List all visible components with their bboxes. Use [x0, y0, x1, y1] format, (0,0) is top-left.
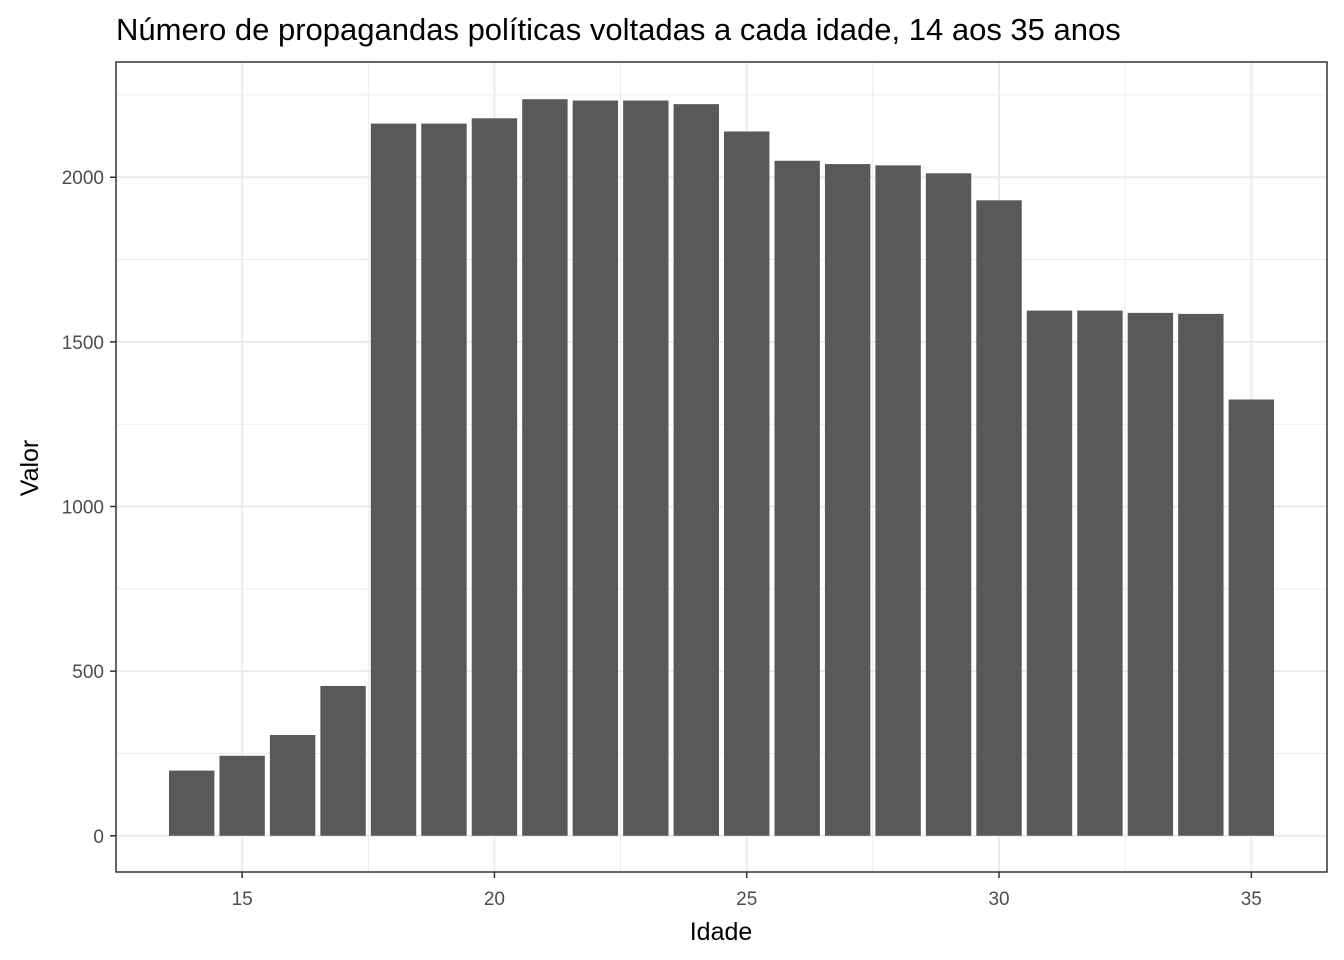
bar-age-23	[623, 100, 669, 836]
bar-age-17	[320, 685, 366, 836]
panel-border	[115, 61, 1328, 873]
bar-age-25	[724, 131, 770, 836]
chart-title: Número de propagandas políticas voltadas…	[116, 12, 1121, 47]
y-tick-label: 2000	[62, 168, 104, 189]
y-tick-label: 1000	[62, 498, 104, 519]
bar-age-22	[572, 100, 619, 836]
y-tick-label: 1500	[62, 333, 104, 354]
y-tick-label: 500	[72, 662, 104, 683]
bar-age-33	[1127, 312, 1174, 836]
x-tick-label: 20	[484, 889, 505, 910]
y-tick-label: 0	[93, 827, 104, 848]
bar-age-19	[421, 123, 467, 836]
x-tick-label: 30	[988, 889, 1009, 910]
bar-age-32	[1077, 310, 1123, 836]
x-tick-label: 15	[232, 889, 253, 910]
x-tick-label: 35	[1241, 889, 1262, 910]
bar-age-30	[976, 200, 1022, 836]
bar-age-24	[673, 104, 719, 836]
bar-age-16	[269, 735, 316, 836]
bar-age-15	[219, 755, 265, 836]
bar-age-21	[522, 99, 568, 836]
bar-age-31	[1026, 310, 1073, 836]
bar-age-34	[1178, 313, 1224, 836]
x-axis-title: Idade	[690, 918, 753, 946]
bar-age-20	[471, 118, 518, 836]
bar-age-18	[370, 123, 417, 836]
bar-age-26	[774, 160, 820, 836]
bar-age-14	[168, 770, 215, 836]
bars	[168, 99, 1275, 836]
bar-age-28	[875, 165, 921, 836]
bar-age-35	[1228, 399, 1275, 836]
axis-ticks: 0 500 1000 1500 2000 15 20 25 30 35	[62, 168, 1262, 910]
bar-age-27	[824, 164, 871, 836]
y-axis-title: Valor	[16, 440, 44, 497]
x-tick-label: 25	[736, 889, 757, 910]
bar-age-29	[925, 173, 972, 836]
